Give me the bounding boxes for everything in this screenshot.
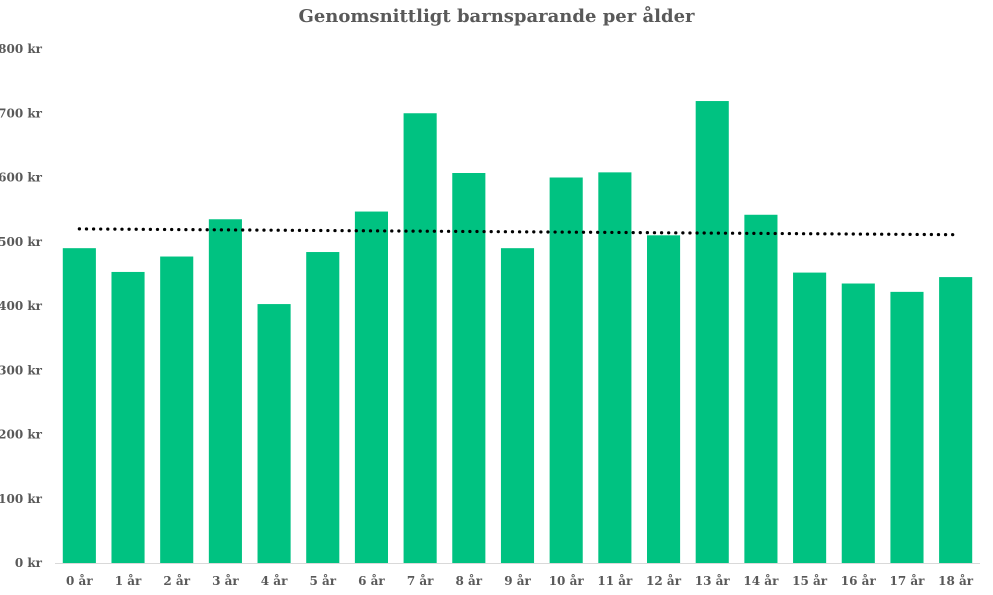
y-tick-label: 0 kr: [15, 556, 43, 570]
x-tick-label: 10 år: [549, 573, 585, 588]
y-tick-label: 200 kr: [0, 428, 43, 442]
bar-0-år: [62, 248, 96, 564]
trendline: [77, 227, 958, 237]
bar-7-år: [403, 113, 437, 563]
bar-2-år: [160, 256, 194, 563]
chart-title: Genomsnittligt barnsparande per ålder: [298, 6, 695, 27]
bar-17-år: [890, 291, 924, 563]
bar-18-år: [939, 277, 973, 563]
y-tick-label: 600 kr: [0, 171, 43, 185]
x-tick-label: 11 år: [597, 573, 633, 588]
x-tick-label: 14 år: [743, 573, 779, 588]
trendline-group: [77, 227, 958, 237]
bar-13-år: [695, 101, 729, 563]
x-tick-label: 8 år: [456, 573, 483, 588]
x-tick-label: 12 år: [646, 573, 682, 588]
bar-4-år: [257, 304, 291, 563]
bar-1-år: [111, 271, 145, 563]
bar-3-år: [208, 219, 242, 563]
x-tick-label: 1 år: [115, 573, 142, 588]
x-tick-label: 5 år: [309, 573, 336, 588]
bar-9-år: [500, 248, 535, 564]
x-tick-label: 13 år: [695, 573, 731, 588]
bars-group: [62, 101, 973, 564]
bar-16-år: [841, 283, 875, 563]
bar-10-år: [549, 177, 583, 563]
x-tick-label: 16 år: [841, 573, 877, 588]
x-tick-label: 7 år: [407, 573, 434, 588]
y-tick-label: 400 kr: [0, 299, 43, 313]
y-tick-label: 500 kr: [0, 235, 43, 249]
x-tick-label: 18 år: [938, 573, 974, 588]
bar-6-år: [354, 211, 388, 564]
x-tick-label: 9 år: [504, 573, 531, 588]
bar-14-år: [744, 214, 778, 563]
x-tick-label: 4 år: [261, 573, 288, 588]
y-tick-label: 100 kr: [0, 492, 43, 506]
bar-5-år: [306, 252, 340, 563]
bar-15-år: [793, 272, 827, 563]
x-tick-label: 6 år: [358, 573, 385, 588]
x-tick-label: 0 år: [66, 573, 93, 588]
x-tick-label: 17 år: [889, 573, 925, 588]
bar-12-år: [647, 235, 681, 563]
y-tick-label: 300 kr: [0, 363, 43, 377]
y-axis: 0 kr 100 kr 200 kr 300 kr 400 kr 500 kr 600 kr…: [0, 42, 43, 570]
x-tick-label: 3 år: [212, 573, 239, 588]
x-axis: 0 år 1 år 2 år 3 år 4 år 5 år 6 år 7 år 8 år 9 år…: [55, 563, 980, 588]
bar-8-år: [452, 173, 486, 563]
x-tick-label: 15 år: [792, 573, 828, 588]
x-tick-label: 2 år: [163, 573, 190, 588]
bar-11-år: [598, 172, 632, 564]
y-tick-label: 800 kr: [0, 42, 43, 56]
y-tick-label: 700 kr: [0, 106, 43, 120]
